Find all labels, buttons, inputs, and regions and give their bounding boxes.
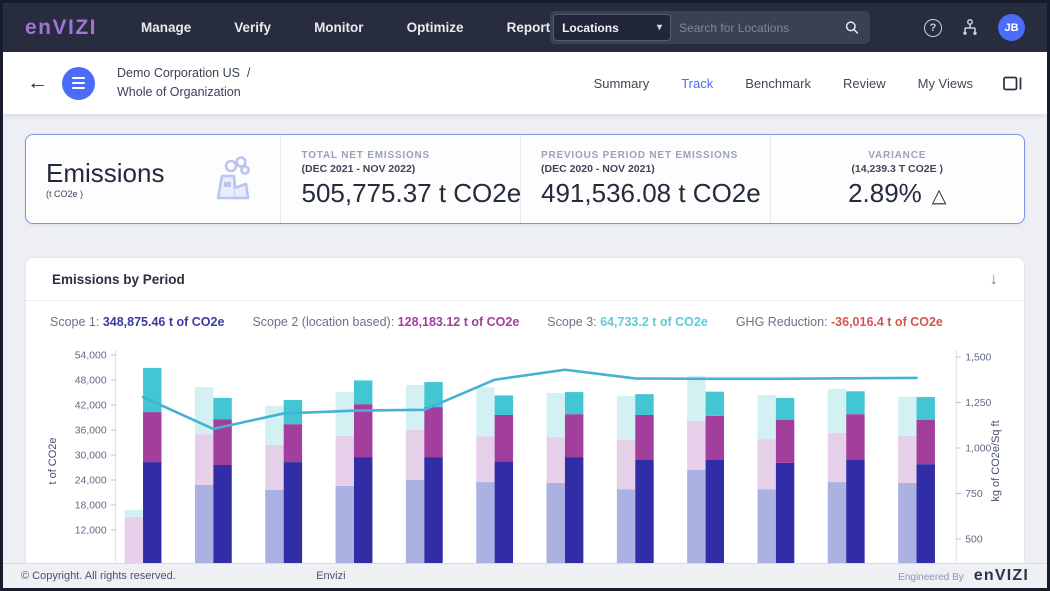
hamburger-menu-button[interactable] bbox=[62, 66, 95, 100]
search-input[interactable] bbox=[679, 20, 846, 35]
footer-envizi-text: Envizi bbox=[316, 570, 346, 582]
svg-text:t of CO2e: t of CO2e bbox=[47, 437, 59, 484]
panel-title: Emissions by Period bbox=[52, 271, 185, 287]
tab-track[interactable]: Track bbox=[681, 75, 714, 91]
nav-item-monitor[interactable]: Monitor bbox=[314, 20, 364, 35]
svg-text:1,500: 1,500 bbox=[965, 352, 991, 363]
emissions-chart: 54,000 48,000 42,000 36,000 30,000 24,000 18,0… bbox=[47, 350, 1002, 580]
svg-text:12,000: 12,000 bbox=[75, 525, 107, 536]
envizi-logo: enVIZI bbox=[25, 15, 98, 39]
chevron-down-icon: ▾ bbox=[657, 22, 663, 33]
svg-text:kg of CO2e/Sq ft: kg of CO2e/Sq ft bbox=[990, 420, 1002, 501]
download-icon[interactable]: ↓ bbox=[989, 269, 999, 288]
variance-amount: (14,239.3 T CO2E ) bbox=[851, 162, 944, 175]
svg-text:42,000: 42,000 bbox=[75, 400, 107, 411]
svg-text:750: 750 bbox=[965, 489, 983, 500]
sub-header: ← Demo Corporation US / Whole of Organiz… bbox=[3, 52, 1047, 114]
emissions-summary-card: Emissions (t CO2e ) TOTAL NET EMISSIONS bbox=[25, 134, 1025, 224]
chart-legend: Scope 1: 348,875.46 t of CO2e Scope 2 (lo… bbox=[26, 301, 1024, 342]
legend-item-ghg-reduction: GHG Reduction: -36,016.4 t of CO2e bbox=[735, 314, 943, 329]
hamburger-icon bbox=[72, 77, 85, 79]
variance-label: VARIANCE bbox=[868, 149, 927, 161]
nav-menu: Manage Verify Monitor Optimize Report bbox=[141, 20, 550, 35]
locations-dropdown[interactable]: Locations ▾ bbox=[553, 14, 672, 41]
nav-item-verify[interactable]: Verify bbox=[234, 20, 272, 35]
breadcrumb-separator: / bbox=[246, 66, 251, 81]
total-emissions-period: (DEC 2021 - NOV 2022) bbox=[301, 162, 416, 175]
trend-up-icon: △ bbox=[931, 185, 947, 207]
factory-icon bbox=[217, 156, 251, 200]
total-emissions-label: TOTAL NET EMISSIONS bbox=[301, 149, 431, 161]
legend-item-scope-1: Scope 1: 348,875.46 t of CO2e bbox=[50, 314, 225, 329]
engineered-by-label: Engineered By bbox=[898, 572, 964, 583]
panel-toggle-icon[interactable] bbox=[1003, 76, 1023, 91]
card-unit: (t CO2e ) bbox=[46, 188, 84, 199]
previous-emissions-label: PREVIOUS PERIOD NET EMISSIONS bbox=[541, 149, 739, 161]
svg-text:54,000: 54,000 bbox=[75, 350, 107, 361]
card-title: Emissions bbox=[46, 157, 165, 188]
svg-text:48,000: 48,000 bbox=[75, 375, 107, 386]
svg-text:30,000: 30,000 bbox=[75, 450, 107, 461]
footer: © Copyright. All rights reserved. Envizi… bbox=[3, 563, 1047, 588]
svg-text:24,000: 24,000 bbox=[75, 475, 107, 486]
breadcrumb[interactable]: Demo Corporation US / Whole of Organizat… bbox=[117, 64, 250, 102]
tab-review[interactable]: Review bbox=[842, 75, 886, 91]
tab-benchmark[interactable]: Benchmark bbox=[745, 75, 811, 91]
user-avatar[interactable]: JB bbox=[998, 14, 1025, 41]
search-icon[interactable] bbox=[845, 20, 859, 35]
svg-text:1,250: 1,250 bbox=[965, 398, 991, 409]
total-emissions-value: 505,775.37 t CO2e bbox=[301, 177, 522, 208]
main-content: Emissions (t CO2e ) TOTAL NET EMISSIONS bbox=[3, 114, 1047, 588]
svg-text:18,000: 18,000 bbox=[75, 500, 107, 511]
hierarchy-icon[interactable] bbox=[961, 19, 979, 36]
svg-text:500: 500 bbox=[965, 534, 983, 545]
footer-envizi-logo: enVIZI bbox=[973, 567, 1029, 584]
back-arrow-icon[interactable]: ← bbox=[27, 71, 48, 94]
legend-item-scope-2-location-based: Scope 2 (location based): 128,183.12 t o… bbox=[252, 314, 520, 329]
location-search-group: Locations ▾ bbox=[550, 11, 870, 44]
nav-item-manage[interactable]: Manage bbox=[141, 20, 192, 35]
svg-text:1,000: 1,000 bbox=[965, 443, 991, 454]
previous-emissions-period: (DEC 2020 - NOV 2021) bbox=[541, 162, 655, 175]
nav-item-report[interactable]: Report bbox=[506, 20, 551, 35]
svg-text:36,000: 36,000 bbox=[75, 425, 107, 436]
nav-item-optimize[interactable]: Optimize bbox=[406, 20, 464, 35]
breadcrumb-scope[interactable]: Whole of Organization bbox=[117, 85, 241, 99]
tab-my-views[interactable]: My Views bbox=[917, 75, 973, 91]
breadcrumb-org[interactable]: Demo Corporation US bbox=[117, 66, 240, 81]
variance-value: 2.89% △ bbox=[848, 177, 947, 208]
help-icon[interactable]: ? bbox=[924, 18, 942, 37]
legend-item-scope-3: Scope 3: 64,733.2 t of CO2e bbox=[547, 314, 708, 329]
view-tabs: Summary Track Benchmark Review My Views bbox=[594, 76, 973, 91]
top-nav: enVIZI Manage Verify Monitor Optimize Report… bbox=[3, 3, 1047, 52]
chart-area: 54,000 48,000 42,000 36,000 30,000 24,000 18,0… bbox=[26, 342, 1024, 580]
copyright-text: © Copyright. All rights reserved. bbox=[21, 570, 176, 582]
locations-dropdown-value: Locations bbox=[562, 20, 619, 35]
tab-summary[interactable]: Summary bbox=[593, 75, 650, 91]
emissions-by-period-panel: Emissions by Period ↓ Scope 1: 348,875.4… bbox=[25, 257, 1025, 587]
previous-emissions-value: 491,536.08 t CO2e bbox=[541, 177, 761, 208]
